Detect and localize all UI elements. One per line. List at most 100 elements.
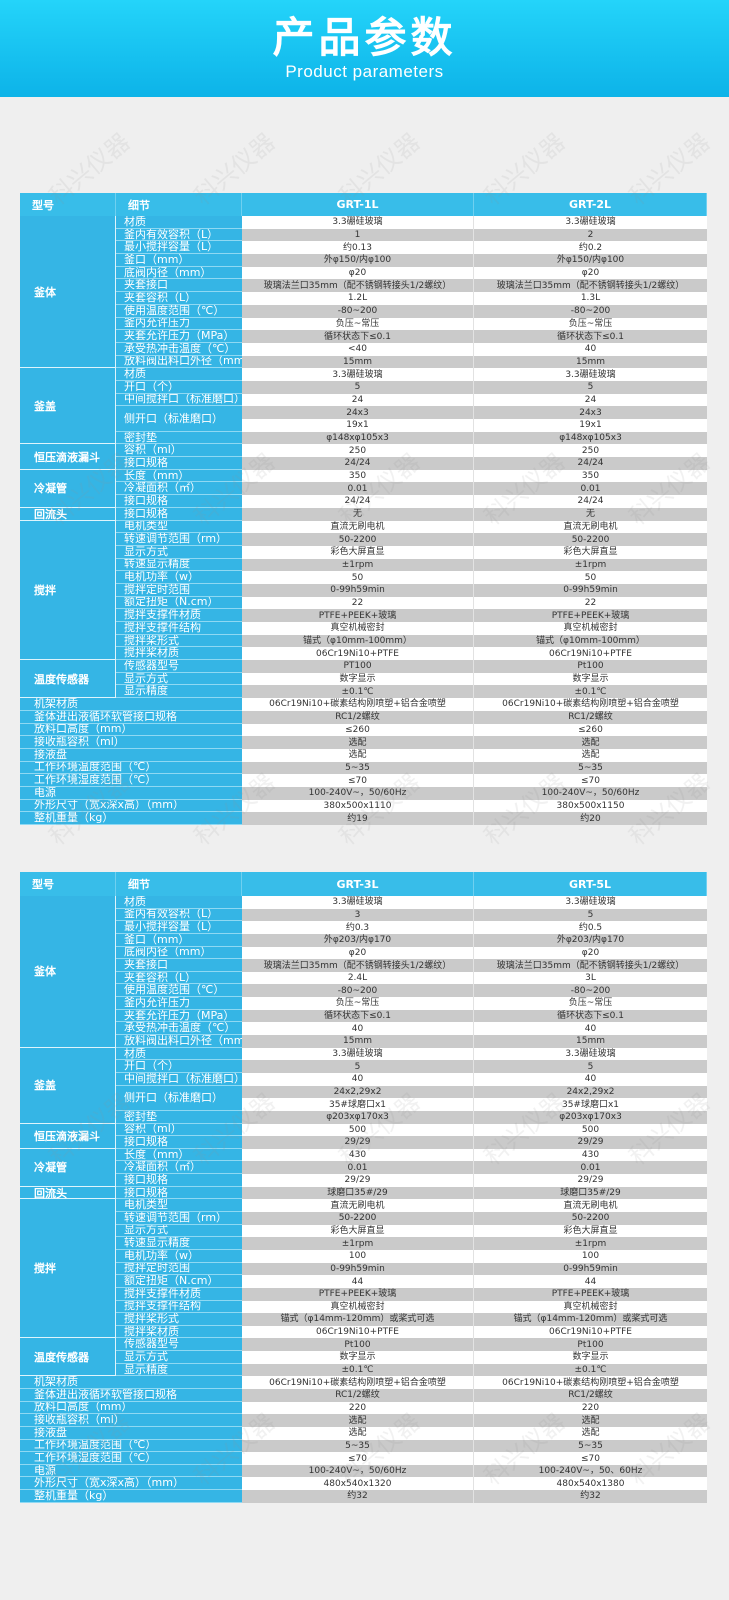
spec-value: 循环状态下≤0.1 [474, 330, 707, 343]
spec-label: 放料口高度（mm） [20, 723, 242, 737]
spec-label: 釜体进出液循环软管接口规格 [20, 1388, 242, 1402]
spec-value: 06Cr19Ni10+碳素结构刚喷塑+铝合金喷塑 [474, 1376, 707, 1389]
group-label: 温度传感器 [20, 1338, 116, 1377]
spec-label: 接收瓶容积（ml） [20, 736, 242, 749]
header-detail: 细节 [116, 193, 242, 216]
spec-value: 真空机械密封 [474, 622, 707, 635]
spec-value: 24x2,29x2 [242, 1085, 474, 1099]
spec-value: 24x2,29x2 [474, 1085, 707, 1099]
spec-label: 开口（个） [116, 380, 242, 394]
spec-value: 40 [242, 1072, 474, 1086]
spec-value: 彩色大屏直显 [474, 1224, 707, 1238]
spec-value: <40 [242, 342, 474, 356]
header-product: GRT-2L [474, 193, 707, 216]
spec-value: 24 [474, 393, 707, 407]
spec-value: 选配 [242, 1414, 474, 1427]
spec-value: ±1rpm [242, 558, 474, 572]
spec-value: 0-99h59min [242, 583, 474, 597]
spec-value: 44 [474, 1275, 707, 1288]
spec-value: 3.3硼硅玻璃 [474, 1047, 707, 1061]
spec-value: 350 [474, 469, 707, 483]
spec-value: 1.3L [474, 292, 707, 305]
spec-value: 50-2200 [474, 533, 707, 546]
spec-value: 24/24 [242, 495, 474, 508]
spec-label: 开口（个） [116, 1060, 242, 1073]
spec-label: 密封垫 [116, 431, 242, 445]
spec-label: 放料阀出料口外径（mm） [116, 1035, 242, 1048]
spec-value: 24/24 [474, 495, 707, 508]
spec-value: 3.3硼硅玻璃 [474, 216, 707, 229]
spec-value: RC1/2螺纹 [474, 710, 707, 724]
spec-value: 彩色大屏直显 [242, 545, 474, 559]
spec-value: 约32 [474, 1490, 707, 1503]
spec-value: 直流无刷电机 [474, 1199, 707, 1213]
spec-value: 06Cr19Ni10+碳素结构刚喷塑+铝合金喷塑 [474, 698, 707, 711]
spec-value: 真空机械密封 [242, 1300, 474, 1314]
spec-label: 中间搅拌口（标准磨口） [116, 1072, 242, 1086]
spec-value: 5 [474, 1060, 707, 1073]
spec-value: 0.01 [474, 1161, 707, 1175]
spec-label: 电源 [20, 786, 242, 800]
spec-value: 约20 [474, 812, 707, 825]
group-label: 温度传感器 [20, 660, 116, 699]
spec-value: 数字显示 [242, 672, 474, 686]
header-product: GRT-1L [242, 193, 474, 216]
spec-value: 选配 [474, 1426, 707, 1440]
spec-value: 3.3硼硅玻璃 [242, 896, 474, 909]
spec-label: 夹套容积（L） [116, 292, 242, 305]
spec-label: 搅拌桨形式 [116, 634, 242, 648]
spec-value: 1 [242, 228, 474, 242]
spec-value: 35#球磨口x1 [242, 1098, 474, 1111]
spec-label: 接液盘 [20, 748, 242, 762]
group-label: 釜盖 [20, 1047, 116, 1124]
spec-value: φ20 [474, 946, 707, 960]
spec-value: 直流无刷电机 [474, 520, 707, 534]
spec-value: 100-240V~，50/60Hz [242, 786, 474, 800]
spec-value: 06Cr19Ni10+碳素结构刚喷塑+铝合金喷塑 [242, 1376, 474, 1389]
spec-label: 额定扭矩（N.cm） [116, 596, 242, 610]
spec-value: 06Cr19Ni10+PTFE [474, 1325, 707, 1339]
spec-label: 承受热冲击温度（℃） [116, 1022, 242, 1036]
spec-value: 循环状态下≤0.1 [242, 1009, 474, 1023]
spec-value: 彩色大屏直显 [242, 1224, 474, 1238]
spec-value: RC1/2螺纹 [474, 1388, 707, 1402]
spec-value: 锚式（φ14mm-120mm）或桨式可选 [474, 1313, 707, 1326]
spec-value: φ20 [242, 266, 474, 280]
spec-value: 15mm [474, 355, 707, 369]
spec-label: 接液盘 [20, 1426, 242, 1440]
spec-label: 夹套允许压力（MPa） [116, 330, 242, 343]
spec-value: 锚式（φ10mm-100mm） [242, 634, 474, 648]
spec-value: 外φ203/内φ170 [242, 933, 474, 947]
spec-label: 传感器型号 [116, 1338, 242, 1352]
spec-label: 夹套接口 [116, 279, 242, 293]
spec-label: 显示精度 [116, 1363, 242, 1377]
header-detail: 细节 [116, 872, 242, 896]
spec-label: 密封垫 [116, 1110, 242, 1124]
spec-value: 外φ150/内φ100 [474, 254, 707, 267]
spec-value: 500 [474, 1123, 707, 1137]
spec-value: 约19 [242, 812, 474, 825]
spec-value: 3.3硼硅玻璃 [474, 368, 707, 381]
spec-label: 整机重量（kg） [20, 1490, 242, 1503]
spec-label: 釜内有效容积（L） [116, 228, 242, 242]
spec-label: 接口规格 [116, 1186, 242, 1200]
spec-value: ≤70 [474, 774, 707, 787]
spec-value: 380x500x1110 [242, 799, 474, 813]
group-label: 搅拌 [20, 1199, 116, 1339]
spec-label: 使用温度范围（℃） [116, 304, 242, 318]
spec-value: Pt100 [474, 660, 707, 673]
spec-value: 5 [474, 908, 707, 922]
spec-value: 430 [242, 1148, 474, 1162]
spec-label: 显示方式 [116, 1224, 242, 1238]
spec-label: 搅拌桨材质 [116, 647, 242, 661]
spec-value: -80~200 [474, 984, 707, 998]
spec-value: 约0.2 [474, 241, 707, 255]
spec-label: 最小搅拌容量（L） [116, 241, 242, 255]
spec-value: 22 [242, 596, 474, 610]
spec-value: φ203xφ170x3 [474, 1110, 707, 1124]
spec-value: 循环状态下≤0.1 [242, 330, 474, 343]
spec-value: φ20 [242, 946, 474, 960]
spec-label: 接口规格 [116, 507, 242, 521]
spec-value: 数字显示 [474, 1351, 707, 1364]
spec-label: 使用温度范围（℃） [116, 984, 242, 998]
